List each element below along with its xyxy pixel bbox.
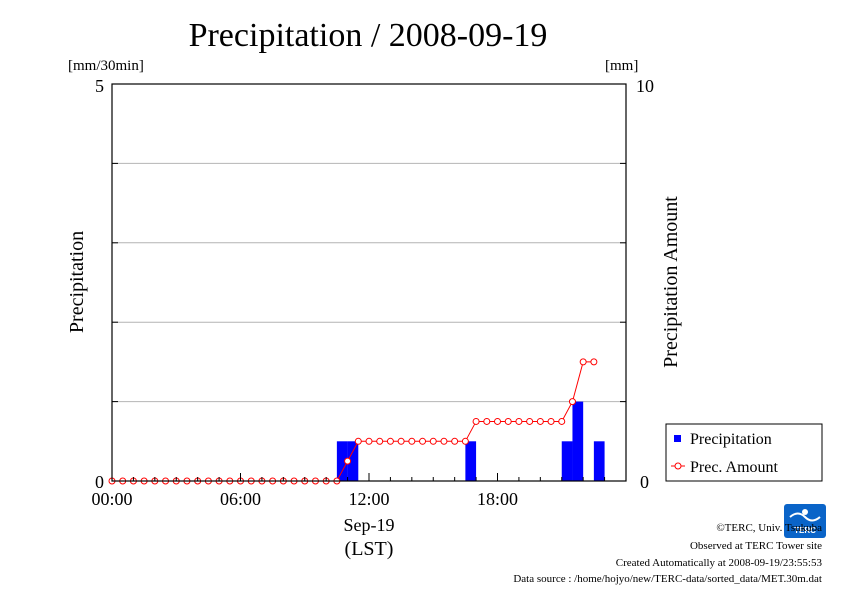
amount-point [386, 437, 394, 445]
chart-title: Precipitation / 2008-09-19 [189, 17, 548, 54]
amount-point [547, 417, 555, 425]
right-tick-label-min: 0 [640, 472, 649, 492]
amount-point [515, 417, 523, 425]
logo-wave-icon [789, 512, 821, 522]
footer-source: Data source : /home/hojyo/new/TERC-data/… [513, 573, 822, 585]
x-tick-label: 12:00 [348, 489, 389, 509]
right-tick-label-max: 10 [636, 76, 654, 96]
left-tick-label-min: 0 [95, 472, 104, 492]
amount-point [429, 437, 437, 445]
legend-precipitation-swatch [674, 435, 681, 442]
amount-point [461, 437, 469, 445]
terc-logo: TERC [784, 504, 826, 538]
left-tick-label-max: 5 [95, 76, 104, 96]
right-axis-title: Precipitation Amount [660, 196, 682, 368]
x-tick-label: 06:00 [220, 489, 261, 509]
amount-point [365, 437, 373, 445]
amount-point [558, 417, 566, 425]
amount-point [397, 437, 405, 445]
precipitation-bar [561, 441, 573, 481]
x-tick-label: 18:00 [477, 489, 518, 509]
amount-point [504, 417, 512, 425]
amount-point [494, 417, 501, 425]
logo-text: TERC [794, 526, 816, 535]
legend-amount-label: Prec. Amount [690, 459, 779, 476]
amount-point [590, 358, 598, 366]
precipitation-bar [572, 401, 584, 481]
amount-point [579, 358, 587, 366]
left-axis-title: Precipitation [66, 231, 88, 333]
axis-ticks [111, 83, 627, 482]
precipitation-bar [336, 441, 348, 481]
precipitation-amount-line [108, 358, 598, 485]
footer-observed: Observed at TERC Tower site [690, 540, 822, 552]
footer-created: Created Automatically at 2008-09-19/23:5… [616, 557, 823, 569]
amount-point [483, 417, 491, 425]
x-tick-label: 00:00 [91, 489, 132, 509]
logo-background [784, 504, 826, 538]
x-tick-labels: 00:00 06:00 12:00 18:00 [91, 489, 518, 509]
left-axis-unit: [mm/30min] [68, 58, 144, 74]
amount-point [526, 417, 534, 425]
amount-point [408, 437, 416, 445]
amount-point [568, 398, 576, 406]
amount-point [536, 417, 544, 425]
precipitation-bar [347, 441, 359, 481]
legend: Precipitation Prec. Amount [665, 423, 823, 482]
legend-box [665, 423, 823, 482]
footer-copyright: ©TERC, Univ. Tsukuba [716, 522, 822, 534]
logo-drop-icon [802, 509, 808, 515]
legend-amount-marker [674, 462, 682, 470]
x-timezone-label: (LST) [345, 538, 394, 560]
precipitation-bar [593, 441, 605, 481]
right-axis-unit: [mm] [605, 58, 638, 74]
precipitation-bar [465, 441, 477, 481]
amount-point [419, 437, 427, 445]
amount-point [472, 417, 480, 425]
amount-point [344, 457, 352, 465]
legend-precipitation-label: Precipitation [690, 431, 772, 448]
precipitation-bars [336, 401, 605, 481]
amount-point [376, 437, 384, 445]
x-date-label: Sep-19 [344, 515, 395, 535]
gridlines [112, 162, 626, 403]
amount-point [451, 437, 459, 445]
amount-point [440, 437, 448, 445]
amount-point [354, 437, 362, 445]
